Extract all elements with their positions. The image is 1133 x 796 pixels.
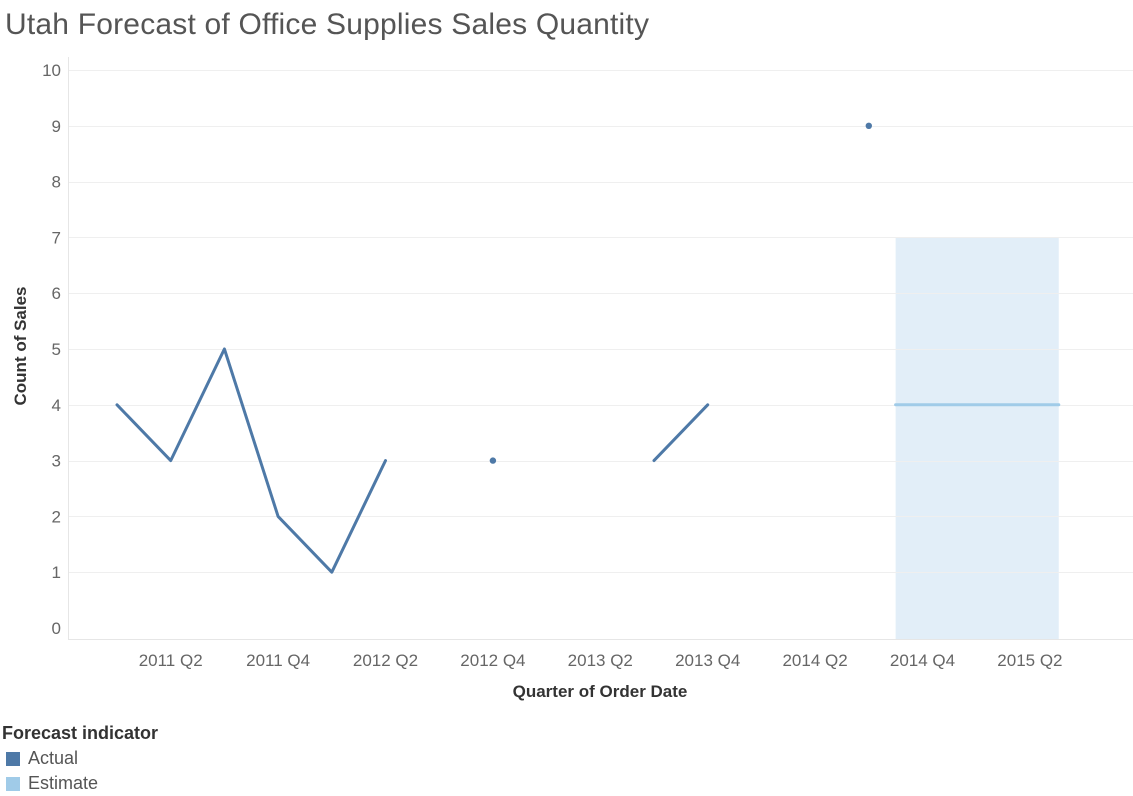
- legend-item-actual[interactable]: Actual: [2, 746, 158, 771]
- legend: Forecast indicator Actual Estimate: [2, 723, 158, 796]
- legend-label-estimate: Estimate: [28, 773, 99, 793]
- legend-swatch-actual: [6, 751, 20, 766]
- tick-labels: 0 1 2 3 4 5 6 7 8 9 10 2011 Q2 2011 Q4 2012 Q2 2012 Q4…: [42, 61, 1062, 670]
- x-tick-label-2012-q4: 2012 Q4: [460, 651, 525, 670]
- x-tick-label-2015-q2: 2015 Q2: [997, 651, 1062, 670]
- y-tick-label-4: 4: [52, 396, 61, 415]
- y-tick-label-9: 9: [52, 117, 61, 136]
- x-axis-label: Quarter of Order Date: [513, 682, 688, 701]
- series-line-actual-2: [652, 403, 710, 463]
- y-tick-label-0: 0: [52, 619, 61, 638]
- series-layer: [115, 122, 1061, 574]
- forecast-confidence-band: [895, 237, 1059, 639]
- x-tick-label-2013-q4: 2013 Q4: [675, 651, 740, 670]
- y-tick-label-2: 2: [52, 507, 61, 526]
- x-tick-label-2012-q2: 2012 Q2: [353, 651, 418, 670]
- chart-plot: 0 1 2 3 4 5 6 7 8 9 10 2011 Q2 2011 Q4 2012 Q2 2012 Q4…: [11, 57, 1133, 701]
- gridlines: [68, 70, 1133, 573]
- y-tick-label-5: 5: [52, 340, 61, 359]
- y-tick-label-1: 1: [52, 563, 61, 582]
- y-tick-label-8: 8: [52, 173, 61, 192]
- data-point-actual-2014-q3: [865, 122, 872, 129]
- x-tick-label-2014-q4: 2014 Q4: [890, 651, 955, 670]
- legend-label-actual: Actual: [28, 748, 79, 768]
- y-axis-label: Count of Sales: [11, 286, 30, 405]
- y-tick-label-6: 6: [52, 284, 61, 303]
- y-tick-label-3: 3: [52, 452, 61, 471]
- legend-title: Forecast indicator: [2, 723, 159, 743]
- data-point-actual-2012-q4: [489, 457, 497, 464]
- chart-title: Utah Forecast of Office Supplies Sales Q…: [5, 8, 650, 41]
- series-line-actual-0: [115, 347, 387, 574]
- y-tick-label-10: 10: [42, 61, 61, 80]
- legend-swatch-estimate: [6, 776, 20, 791]
- legend-item-estimate[interactable]: Estimate: [2, 771, 158, 796]
- axes: [68, 57, 1133, 640]
- x-tick-label-2013-q2: 2013 Q2: [568, 651, 633, 670]
- y-tick-label-7: 7: [52, 228, 61, 247]
- x-tick-label-2014-q2: 2014 Q2: [782, 651, 847, 670]
- forecast-band-layer: [895, 237, 1059, 639]
- x-tick-label-2011-q2: 2011 Q2: [139, 651, 203, 670]
- x-tick-label-2011-q4: 2011 Q4: [246, 651, 310, 670]
